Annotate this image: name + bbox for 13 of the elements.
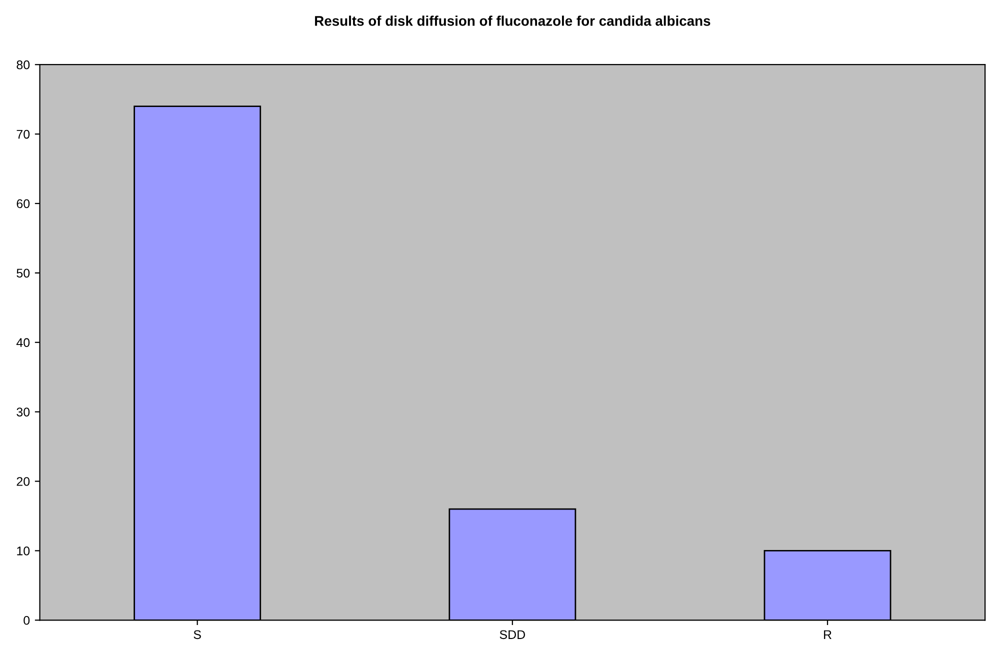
y-tick-label: 0	[24, 616, 30, 625]
chart-title: Results of disk diffusion of fluconazole for candida albicans	[315, 16, 710, 26]
y-tick-label: 30	[16, 408, 30, 416]
x-tick-label: SDD	[500, 630, 526, 640]
y-tick-label: 80	[16, 60, 30, 70]
y-tick-label: 10	[17, 546, 30, 556]
x-tick-label: R	[824, 630, 832, 639]
y-tick-label: 50	[16, 268, 30, 278]
y-tick-label: 40	[16, 338, 30, 348]
y-tick-label: 20	[16, 477, 30, 486]
y-tick-label: 70	[16, 130, 30, 139]
x-tick-label: S	[194, 630, 201, 640]
y-tick-label: 60	[16, 199, 30, 208]
